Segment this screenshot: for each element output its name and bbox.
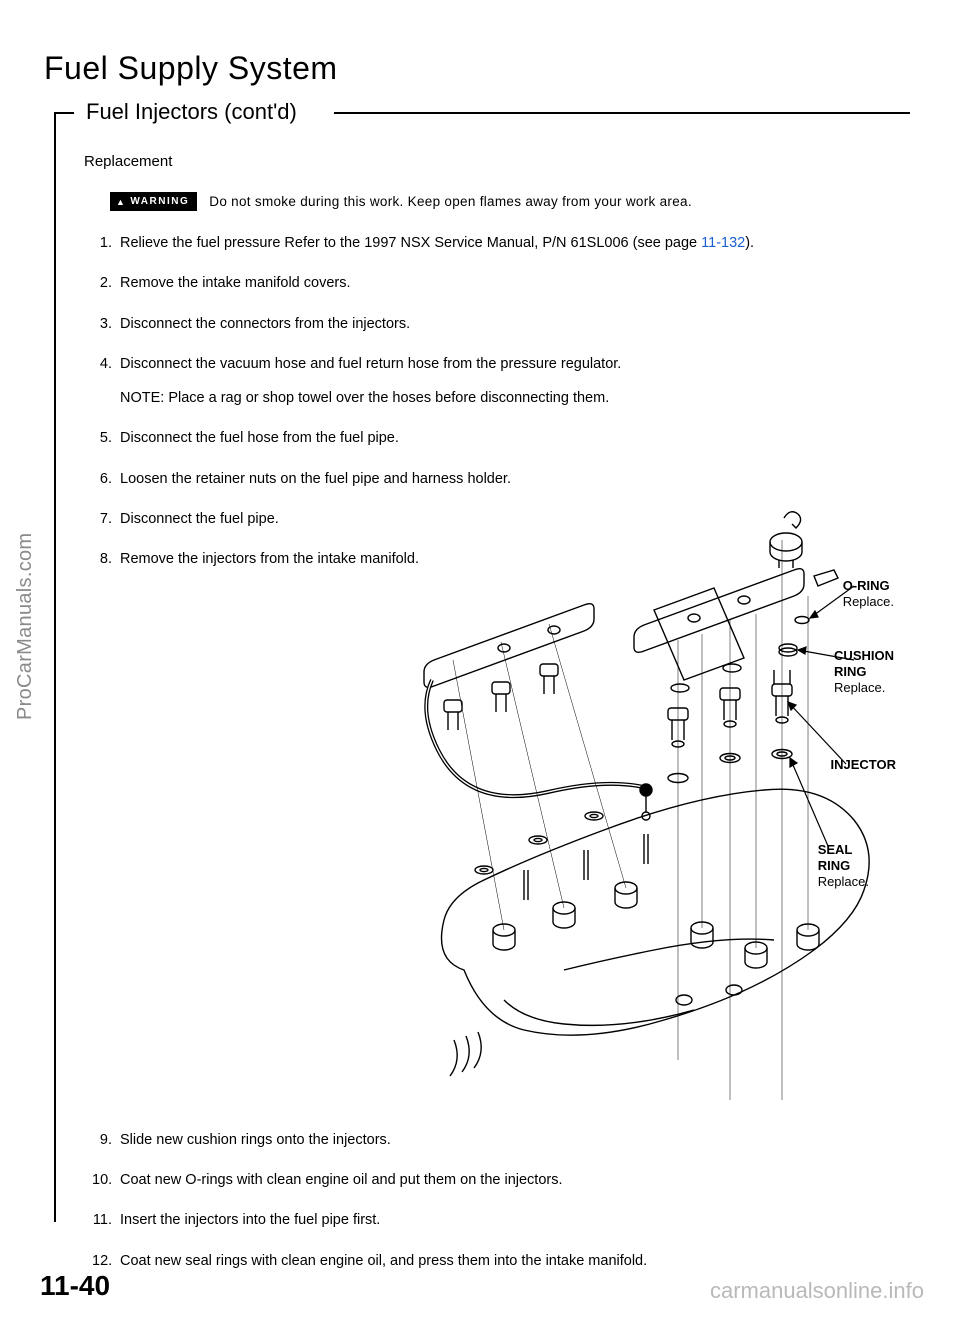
- callout-seal-ring: SEAL RING Replace.: [818, 842, 869, 891]
- step-10: Coat new O-rings with clean engine oil a…: [84, 1170, 900, 1190]
- procedure-steps-continued: Slide new cushion rings onto the injecto…: [84, 1130, 900, 1271]
- section-container: Fuel Injectors (cont'd) Replacement WARN…: [54, 99, 910, 1271]
- callout-label: O-RING: [843, 578, 894, 594]
- callout-cushion-ring: CUSHION RING Replace.: [834, 648, 894, 697]
- border-segment: [334, 112, 910, 114]
- page-number: 11-40: [40, 1270, 110, 1302]
- callout-label: CUSHION: [834, 648, 894, 664]
- border-segment: [54, 112, 74, 114]
- step-text: Relieve the fuel pressure Refer to the 1…: [120, 235, 701, 251]
- page-ref-link[interactable]: 11-132: [701, 235, 745, 251]
- step-text: ).: [745, 235, 754, 251]
- step-1: Relieve the fuel pressure Refer to the 1…: [84, 233, 900, 253]
- warning-text: Do not smoke during this work. Keep open…: [209, 194, 692, 209]
- step-2: Remove the intake manifold covers.: [84, 273, 900, 293]
- step-4: Disconnect the vacuum hose and fuel retu…: [84, 354, 900, 409]
- step-6: Loosen the retainer nuts on the fuel pip…: [84, 469, 900, 489]
- fuel-injector-diagram-svg: [384, 500, 904, 1120]
- warning-line: WARNING Do not smoke during this work. K…: [110, 192, 900, 211]
- step-5: Disconnect the fuel hose from the fuel p…: [84, 428, 900, 448]
- step-text: Disconnect the vacuum hose and fuel retu…: [120, 356, 621, 372]
- callout-sub: Replace.: [843, 594, 894, 610]
- step-9: Slide new cushion rings onto the injecto…: [84, 1130, 900, 1150]
- warning-badge-icon: WARNING: [110, 192, 197, 211]
- watermark-side: ProCarManuals.com: [14, 533, 37, 720]
- border-segment: [54, 112, 56, 1222]
- callout-label: SEAL: [818, 842, 869, 858]
- callout-sub: Replace.: [818, 874, 869, 890]
- section-title: Fuel Injectors (cont'd): [80, 99, 303, 125]
- callout-label: INJECTOR: [831, 757, 897, 773]
- callout-sub: Replace.: [834, 680, 894, 696]
- sub-heading: Replacement: [84, 153, 900, 170]
- watermark-bottom: carmanualsonline.info: [710, 1278, 924, 1304]
- page-main-title: Fuel Supply System: [44, 50, 920, 87]
- callout-label: RING: [818, 858, 869, 874]
- step-11: Insert the injectors into the fuel pipe …: [84, 1210, 900, 1230]
- content-area: Replacement WARNING Do not smoke during …: [84, 153, 900, 1271]
- step-12: Coat new seal rings with clean engine oi…: [84, 1251, 900, 1271]
- step-3: Disconnect the connectors from the injec…: [84, 314, 900, 334]
- callout-o-ring: O-RING Replace.: [843, 578, 894, 611]
- callout-label: RING: [834, 664, 894, 680]
- exploded-diagram: O-RING Replace. CUSHION RING Replace. IN…: [84, 500, 924, 1120]
- step-note: NOTE: Place a rag or shop towel over the…: [120, 388, 900, 408]
- callout-injector: INJECTOR: [831, 757, 897, 773]
